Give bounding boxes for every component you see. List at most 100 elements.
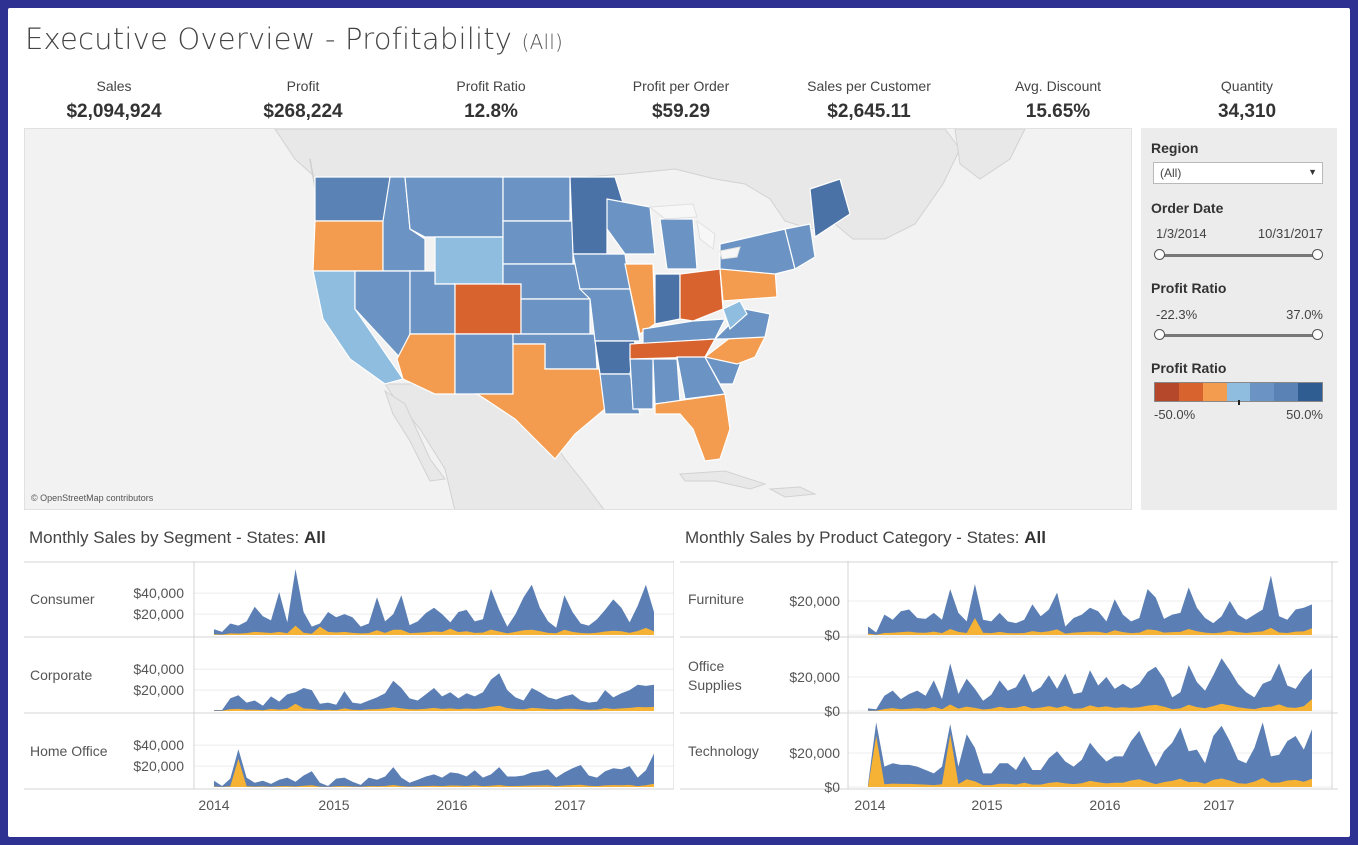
profit-ratio-filter-label: Profit Ratio [1151, 280, 1227, 296]
x-tick-label: 2014 [198, 797, 229, 813]
panel-furniture[interactable]: $20,000 $0 Furniture [680, 561, 1338, 643]
y-tick-label: $40,000 [133, 737, 184, 753]
legend-swatch[interactable] [1155, 383, 1179, 401]
panel-office-supplies[interactable]: $20,000 $0 Office Supplies [680, 637, 1338, 719]
order-date-min: 1/3/2014 [1156, 226, 1207, 241]
profit-area[interactable] [868, 734, 1312, 787]
state-new-york[interactable] [719, 228, 796, 275]
dashboard: Executive Overview - Profitability (All)… [6, 6, 1352, 839]
sales-area[interactable] [214, 569, 654, 635]
x-tick-label: 2016 [1089, 797, 1120, 813]
y-tick-label: $20,000 [133, 606, 184, 622]
state-south-dakota[interactable] [502, 220, 574, 265]
sales-area[interactable] [214, 749, 654, 787]
kpi-label: Sales [96, 78, 132, 94]
sales-area[interactable] [868, 658, 1312, 711]
profit-area[interactable] [868, 699, 1312, 711]
state-wyoming[interactable] [434, 236, 504, 285]
y-tick-label: $0 [824, 779, 840, 795]
y-tick-label: $40,000 [133, 661, 184, 677]
cuba-shape [679, 470, 767, 490]
legend-swatch[interactable] [1178, 383, 1203, 401]
state-new-mexico[interactable] [454, 333, 514, 395]
y-tick-label: $20,000 [133, 758, 184, 774]
state-mississippi[interactable] [629, 358, 654, 410]
state-new-england[interactable] [784, 223, 816, 270]
panel-consumer[interactable]: $40,000 $20,000 Consumer [24, 561, 674, 638]
profit-ratio-slider-track[interactable] [1158, 334, 1318, 337]
state-north-dakota[interactable] [502, 176, 571, 222]
legend-swatch[interactable] [1250, 383, 1275, 401]
state-kansas[interactable] [520, 298, 591, 335]
y-tick-label: $20,000 [789, 593, 840, 609]
kpi-avg-discount: Avg. Discount 15.65% [968, 78, 1148, 123]
state-wisconsin[interactable] [606, 198, 656, 255]
state-west-virginia[interactable] [722, 300, 748, 331]
profitability-map[interactable]: © OpenStreetMap contributors [24, 128, 1132, 510]
category-area-chart[interactable]: $20,000 $0 Furniture $20,000 $0 Office Supplie… [680, 561, 1338, 835]
x-tick-label: 2015 [318, 797, 349, 813]
legend-swatch[interactable] [1298, 383, 1323, 401]
state-kentucky[interactable] [642, 318, 727, 345]
state-alabama[interactable] [652, 358, 681, 405]
x-tick-label: 2014 [854, 797, 885, 813]
kpi-label: Avg. Discount [1014, 78, 1102, 94]
state-louisiana[interactable] [599, 373, 641, 415]
state-arkansas[interactable] [594, 340, 636, 375]
segment-chart-title: Monthly Sales by Segment - States: All [29, 528, 326, 548]
profit-area[interactable] [214, 625, 654, 635]
order-date-slider-min-handle[interactable] [1154, 249, 1165, 260]
panel-technology[interactable]: $20,000 $0 Technology [680, 713, 1338, 795]
region-label: Region [1151, 140, 1199, 156]
y-tick-label: $20,000 [789, 669, 840, 685]
kpi-value: $268,224 [263, 101, 343, 122]
state-ohio[interactable] [679, 268, 724, 322]
profit-ratio-slider-min-handle[interactable] [1154, 329, 1165, 340]
legend-center-mark [1238, 400, 1240, 405]
page-title: Executive Overview - Profitability (All) [25, 22, 563, 56]
profit-ratio-color-legend[interactable] [1154, 382, 1323, 402]
kpi-label: Profit per Order [632, 78, 730, 94]
profit-ratio-slider-max-handle[interactable] [1312, 329, 1323, 340]
order-date-slider-track[interactable] [1158, 254, 1318, 257]
panel-corporate[interactable]: $40,000 $20,000 Corporate [24, 637, 674, 714]
state-michigan[interactable] [659, 218, 698, 270]
sales-area[interactable] [868, 575, 1312, 636]
legend-swatch[interactable] [1202, 383, 1227, 401]
chevron-down-icon[interactable]: ▼ [1308, 167, 1317, 177]
state-indiana[interactable] [654, 273, 681, 325]
kpi-label: Quantity [1220, 78, 1274, 94]
kpi-profit-per-order: Profit per Order $59.29 [591, 78, 771, 123]
state-maine[interactable] [809, 178, 851, 239]
state-oregon[interactable] [312, 220, 384, 272]
category-title-text: Monthly Sales by Product Category - Stat… [685, 528, 1025, 547]
legend-label: Profit Ratio [1151, 360, 1227, 376]
legend-swatch[interactable] [1226, 383, 1251, 401]
kpi-sales: Sales $2,094,924 [24, 78, 204, 123]
panel-home-office[interactable]: $40,000 $20,000 Home Office [24, 713, 674, 790]
profit-ratio-max: 37.0% [1286, 307, 1323, 322]
order-date-slider-max-handle[interactable] [1312, 249, 1323, 260]
category-chart-title: Monthly Sales by Product Category - Stat… [685, 528, 1046, 548]
sales-area[interactable] [868, 722, 1312, 787]
state-texas[interactable] [474, 343, 606, 460]
region-dropdown[interactable]: (All) ▼ [1153, 162, 1323, 184]
state-iowa[interactable] [572, 253, 631, 290]
region-value: (All) [1160, 166, 1182, 180]
sales-area[interactable] [214, 673, 654, 711]
legend-swatch[interactable] [1274, 383, 1299, 401]
panel-label: Consumer [30, 591, 95, 607]
kpi-label: Sales per Customer [807, 78, 931, 94]
profit-area[interactable] [868, 618, 1312, 635]
kpi-label: Profit Ratio [456, 78, 526, 94]
state-colorado[interactable] [454, 283, 522, 335]
segment-area-chart[interactable]: $40,000 $20,000 Consumer $40,000 $20,000 Corp… [24, 561, 674, 835]
us-states [312, 176, 851, 462]
profit-area[interactable] [214, 703, 654, 711]
state-washington[interactable] [314, 176, 391, 222]
map-attribution[interactable]: © OpenStreetMap contributors [31, 493, 154, 503]
kpi-value: $59.29 [651, 101, 711, 122]
state-montana[interactable] [404, 176, 504, 238]
state-florida[interactable] [654, 393, 731, 462]
panel-label: Supplies [688, 677, 742, 693]
